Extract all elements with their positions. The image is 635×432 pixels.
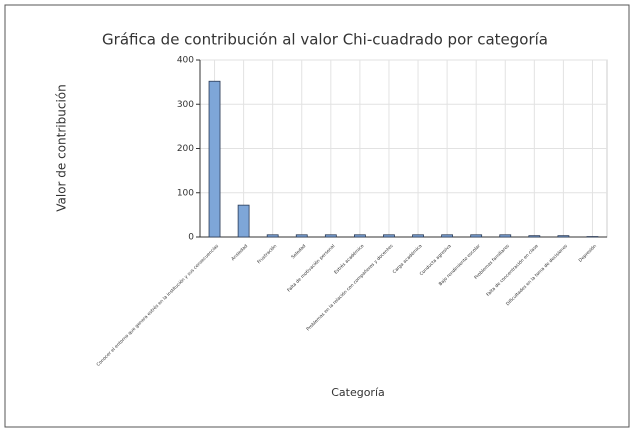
y-tick-label: 0: [188, 233, 194, 243]
bar: [383, 234, 395, 238]
y-tick-label: 200: [177, 144, 194, 154]
bar: [324, 234, 337, 238]
y-tick-label: 300: [177, 100, 194, 110]
bar: [237, 204, 250, 238]
bar: [266, 234, 279, 238]
y-axis-label: Valor de contribución: [55, 84, 69, 212]
bar: [441, 234, 454, 238]
y-tick-label: 400: [177, 56, 194, 66]
bar: [557, 235, 570, 238]
bar: [412, 234, 424, 238]
bar: [470, 234, 483, 238]
bar: [499, 234, 512, 238]
x-axis-label: Categoría: [331, 386, 385, 399]
bar: [528, 235, 541, 238]
bar: [295, 234, 308, 238]
y-tick-label: 100: [177, 188, 194, 198]
chart-title: Gráfica de contribución al valor Chi-cua…: [102, 31, 548, 49]
bar: [208, 80, 221, 238]
bar: [353, 234, 366, 238]
